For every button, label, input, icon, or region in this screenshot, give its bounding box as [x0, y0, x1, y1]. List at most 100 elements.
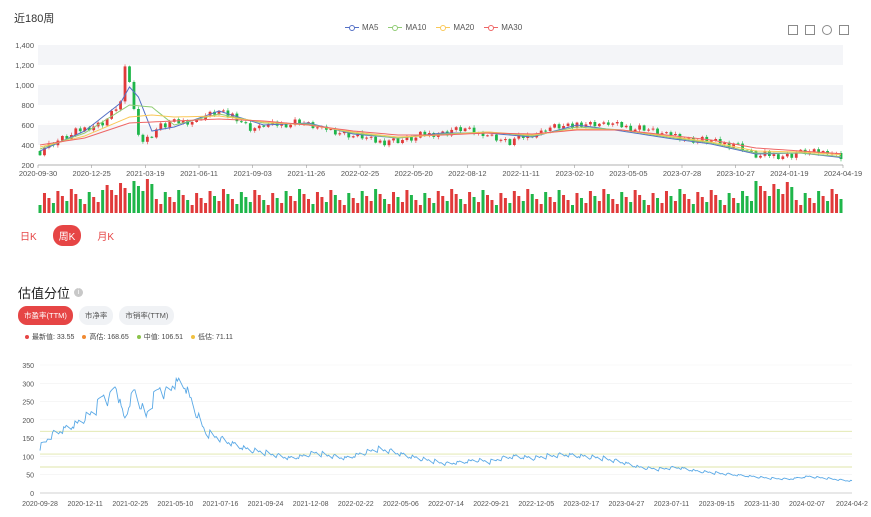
candle [620, 122, 624, 128]
x-tick-label: 2023-07-11 [654, 501, 689, 508]
volume-bar [387, 204, 391, 213]
candle [611, 123, 615, 125]
candle [168, 121, 172, 128]
volume-bar [830, 189, 834, 213]
ma-legend: MA5 MA10 MA20 MA30 [345, 23, 522, 32]
restore-icon[interactable] [822, 25, 832, 35]
y-tick-label: 0 [30, 491, 34, 498]
x-tick-label: 2021-11-26 [287, 169, 325, 178]
volume-bar [732, 198, 736, 213]
volume-bar [226, 194, 230, 213]
candle [539, 130, 543, 134]
candle [154, 129, 158, 138]
volume-bar [763, 191, 767, 213]
volume-bar [490, 200, 494, 213]
candle [750, 150, 753, 152]
candle [195, 119, 199, 122]
volume-bar [127, 193, 131, 213]
volume-bar [441, 196, 445, 213]
tab-month-k[interactable]: 月K [97, 232, 115, 243]
volume-bar [199, 198, 203, 213]
candle [410, 137, 413, 141]
candle [333, 129, 337, 135]
candle [606, 122, 610, 125]
volume-bar [369, 201, 373, 213]
volume-bar [253, 190, 257, 213]
candle [43, 147, 46, 156]
volume-bar [239, 192, 243, 213]
legend-ma20[interactable]: MA20 [436, 23, 474, 32]
volume-bar [817, 191, 821, 213]
candle [329, 129, 333, 130]
volume-bar [141, 191, 145, 213]
volume-bar [687, 199, 691, 213]
legend-ma30[interactable]: MA30 [484, 23, 522, 32]
candle [772, 154, 776, 156]
candle [374, 136, 378, 143]
candle [714, 139, 718, 141]
info-icon[interactable]: i [74, 288, 84, 297]
candle [759, 155, 762, 158]
legend-ma10[interactable]: MA10 [388, 23, 426, 32]
zoom-reset-icon[interactable] [805, 25, 815, 35]
volume-bar [803, 193, 807, 213]
valuation-title-text: 估值分位 [18, 286, 71, 301]
candle [615, 122, 619, 124]
volume-bar [159, 204, 163, 213]
volume-bar [660, 203, 664, 213]
zoom-icon[interactable] [788, 25, 798, 35]
y-tick-label: 150 [22, 436, 34, 443]
valuation-tabs: 市盈率(TTM) 市净率 市销率(TTM) [18, 306, 175, 325]
candle [566, 123, 570, 126]
tab-ps-ttm[interactable]: 市销率(TTM) [119, 306, 175, 325]
grid-band [38, 45, 843, 65]
volume-bar [781, 194, 785, 213]
stat-latest: 最新值: 33.55 [25, 332, 74, 342]
valuation-title: 估值分位 i [18, 283, 84, 302]
y-tick-label: 1,200 [15, 61, 34, 70]
save-image-icon[interactable] [839, 25, 849, 35]
candle [78, 128, 82, 132]
volume-bar [776, 189, 780, 213]
candle [92, 126, 96, 131]
pe-line [39, 376, 853, 482]
candle [736, 143, 740, 145]
volume-bar [445, 201, 449, 213]
volume-bar [195, 193, 199, 213]
volume-bar [512, 191, 516, 213]
volume-bar [562, 195, 566, 213]
x-tick-label: 2022-05-20 [394, 169, 432, 178]
grid-band [38, 65, 843, 85]
tab-week-k[interactable]: 周K [52, 225, 82, 246]
legend-symbol-icon [484, 24, 499, 32]
volume-bar [360, 191, 364, 213]
candle [629, 125, 633, 131]
volume-bar [378, 194, 382, 213]
dot-icon [191, 335, 196, 339]
tab-day-k[interactable]: 日K [20, 232, 37, 243]
volume-bar [647, 205, 651, 213]
volume-bar [705, 202, 709, 213]
candle [387, 140, 391, 146]
tab-pe-ttm[interactable]: 市盈率(TTM) [18, 306, 73, 325]
valuation-chart[interactable]: 0 50 100 150 200 250 300 350 2020-09-28 2020-12-1… [0, 355, 871, 517]
volume-bar [709, 190, 713, 213]
candle [812, 149, 816, 152]
candle [163, 123, 167, 128]
x-tick-label: 2022-07-14 [428, 501, 464, 508]
candle [217, 110, 221, 115]
tab-pb[interactable]: 市净率 [78, 306, 114, 325]
volume-bar [499, 193, 503, 213]
volume-bar [302, 194, 306, 213]
x-tick-label: 2020-09-30 [19, 169, 57, 178]
legend-ma5[interactable]: MA5 [345, 23, 378, 32]
candle [790, 153, 794, 158]
legend-label: MA20 [453, 23, 475, 32]
volume-bar [790, 187, 794, 213]
volume-bar [450, 189, 454, 213]
candle [517, 135, 521, 139]
x-tick-label: 2021-09-03 [233, 169, 271, 178]
candle [669, 132, 673, 135]
volume-bar [168, 197, 172, 213]
